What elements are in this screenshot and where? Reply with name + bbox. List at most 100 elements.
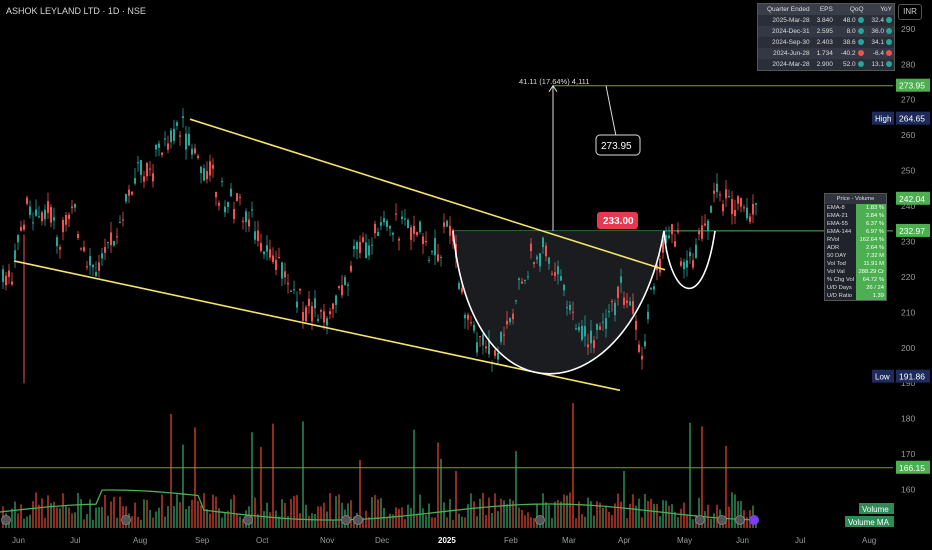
volume-bar: [635, 505, 637, 528]
candle-body: [728, 196, 730, 198]
volume-bar: [389, 513, 391, 528]
x-tick-label: Jul: [70, 536, 80, 545]
candle-body: [623, 297, 625, 305]
eps-header-yoy: YoY: [865, 3, 895, 15]
candle-body: [272, 255, 274, 263]
candle-body: [389, 225, 391, 229]
candle-body: [497, 352, 499, 360]
volume-bar: [131, 516, 133, 528]
status-dot-icon: [886, 17, 892, 24]
event-marker-icon: [535, 515, 545, 525]
candle-body: [122, 219, 124, 221]
candle-body: [545, 245, 547, 257]
status-dot-icon: [886, 50, 892, 57]
candle-body: [359, 242, 361, 254]
candle-body: [605, 318, 607, 329]
candle-body: [506, 320, 508, 325]
x-tick-label: Jul: [795, 536, 805, 545]
cup-outline: [452, 230, 665, 375]
candle-body: [392, 232, 394, 235]
candle-body: [539, 253, 541, 267]
eps-cell-eps: 2.403: [812, 37, 835, 48]
eps-row: 2024-Jun-28 1.734 -40.2 -6.4: [757, 48, 895, 59]
volume-bar: [11, 508, 13, 528]
eps-value: 32.4: [871, 17, 884, 24]
candle-body: [191, 148, 193, 155]
candle-body: [242, 220, 244, 222]
x-tick-label: 2025: [438, 536, 456, 545]
volume-bar: [50, 503, 52, 528]
candle-body: [473, 324, 475, 331]
volume-bar: [416, 513, 418, 528]
volume-bar: [236, 513, 238, 528]
candle-body: [413, 225, 415, 234]
candle-body: [35, 209, 37, 216]
volume-bar: [149, 509, 151, 528]
volume-bar: [584, 516, 586, 528]
candle-body: [602, 321, 604, 323]
pv-row: EMA-21 2.84 %: [825, 212, 887, 220]
candle-body: [443, 222, 445, 227]
volume-bar: [338, 494, 340, 528]
legend-volume-ma-box: [845, 516, 894, 527]
volume-bar: [557, 500, 559, 528]
volume-bar: [662, 500, 664, 528]
candle-body: [23, 224, 25, 230]
candle-body: [632, 301, 634, 314]
volume-bar: [440, 458, 442, 528]
pv-key: EMA-8: [827, 205, 845, 211]
candle-body: [143, 176, 145, 182]
candle-body: [275, 259, 277, 270]
candle-body: [203, 168, 205, 181]
pv-value: 7.32 M: [856, 252, 887, 260]
volume-bar: [392, 514, 394, 528]
candle-body: [569, 304, 571, 311]
candle-body: [221, 181, 223, 183]
volume-bar: [35, 492, 37, 528]
pv-row: EMA-55 6.37 %: [825, 220, 887, 228]
candle-body: [674, 241, 676, 247]
volume-bar: [368, 517, 370, 528]
candle-body: [164, 138, 166, 140]
breakout-callout-text: 233.00: [603, 216, 634, 227]
event-marker-icon: [243, 515, 253, 525]
candle-body: [362, 237, 364, 243]
volume-bar: [296, 495, 298, 528]
status-dot-icon: [886, 39, 892, 46]
candle-body: [8, 270, 10, 277]
candle-body: [251, 209, 253, 211]
volume-bar: [254, 497, 256, 528]
volume-bar: [545, 502, 547, 528]
volume-bar: [443, 502, 445, 528]
candle-body: [614, 302, 616, 316]
candle-body: [113, 240, 115, 246]
candle-body: [590, 330, 592, 344]
volume-bar: [359, 459, 361, 528]
volume-bar: [620, 501, 622, 528]
volume-bar: [710, 518, 712, 528]
eps-value: 2.595: [816, 28, 833, 35]
volume-bar: [707, 504, 709, 528]
volume-bar: [512, 500, 514, 528]
volume-bar: [701, 426, 703, 528]
volume-bar: [530, 517, 532, 528]
candle-body: [269, 249, 271, 258]
candle-body: [593, 340, 595, 348]
status-dot-icon: [857, 28, 864, 35]
volume-bar: [473, 501, 475, 528]
volume-bar: [317, 506, 319, 528]
currency-selector[interactable]: INR: [898, 4, 922, 20]
candle-body: [464, 314, 466, 319]
eps-cell-yoy: 13.1: [866, 59, 895, 71]
candle-body: [80, 248, 82, 250]
status-dot-icon: [857, 39, 864, 46]
volume-bar: [734, 494, 736, 528]
volume-bar: [308, 515, 310, 528]
volume-bar: [263, 511, 265, 528]
candle-body: [326, 318, 328, 326]
candle-body: [683, 261, 685, 270]
pv-key: Vol Tod: [827, 261, 846, 267]
candle-body: [740, 198, 742, 207]
price-tag-label: Low: [875, 373, 890, 382]
